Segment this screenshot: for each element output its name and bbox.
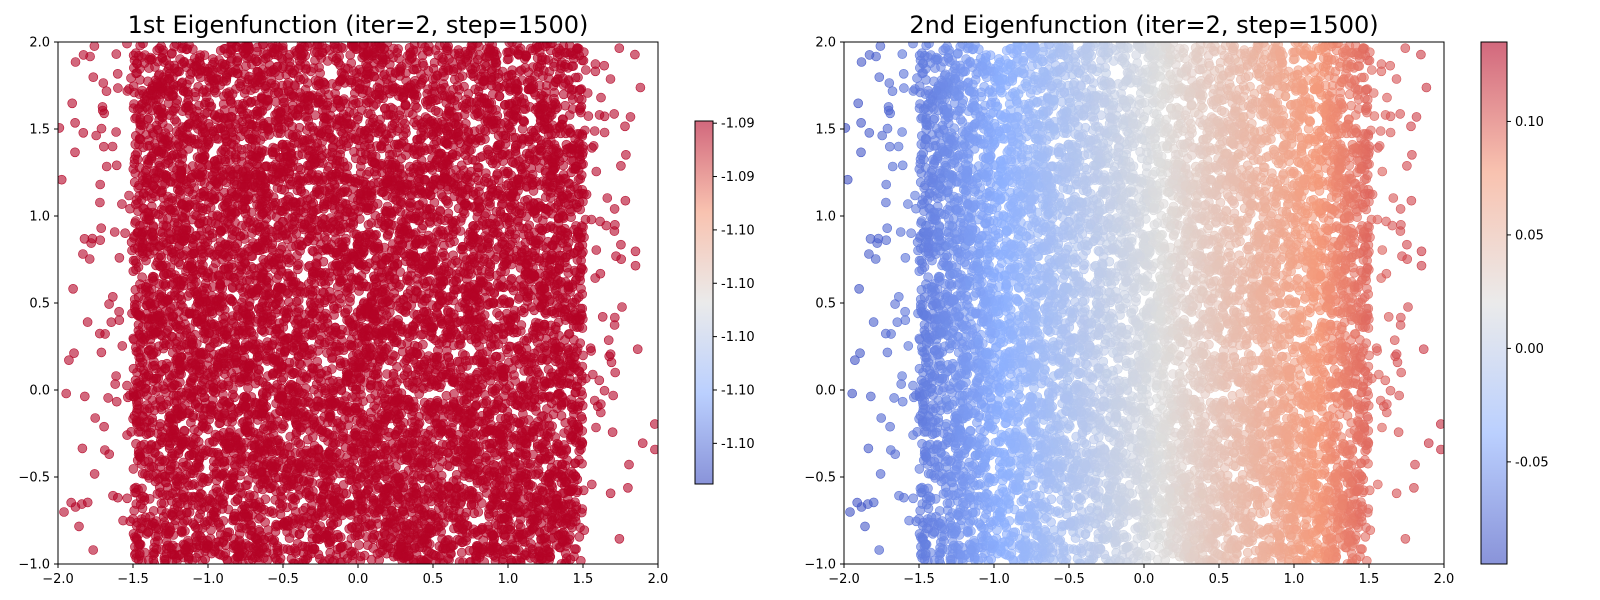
scatter-point	[513, 519, 524, 529]
scatter-point	[479, 557, 489, 564]
scatter-point	[112, 69, 123, 79]
chart-1: 1st Eigenfunction (iter=2, step=1500) −2…	[18, 11, 754, 587]
scatter-point	[113, 83, 123, 93]
scatter-point	[473, 507, 484, 517]
scatter-point	[131, 68, 141, 79]
scatter-point	[379, 315, 389, 325]
scatter-point	[589, 126, 600, 136]
scatter-point	[621, 150, 631, 160]
scatter-point	[576, 556, 586, 564]
scatter-point	[596, 92, 606, 103]
scatter-point	[576, 283, 586, 294]
scatter-point	[225, 401, 236, 412]
scatter-point	[114, 306, 124, 317]
scatter-point	[354, 540, 364, 550]
scatter-point	[388, 52, 398, 63]
scatter-point	[182, 477, 192, 488]
scatter-point	[392, 377, 402, 388]
scatter-point	[494, 91, 505, 101]
chart-1-points	[58, 42, 658, 564]
scatter-point	[534, 80, 545, 91]
scatter-point	[206, 525, 216, 535]
scatter-point	[594, 375, 605, 386]
chart-1-title: 1st Eigenfunction (iter=2, step=1500)	[128, 11, 589, 39]
scatter-point	[573, 174, 584, 185]
scatter-point	[130, 218, 140, 228]
scatter-point	[184, 75, 195, 85]
scatter-point	[348, 217, 359, 227]
scatter-point	[511, 158, 521, 169]
scatter-point	[441, 390, 452, 401]
scatter-point	[111, 127, 121, 137]
scatter-point	[189, 424, 200, 435]
scatter-point	[122, 42, 132, 49]
